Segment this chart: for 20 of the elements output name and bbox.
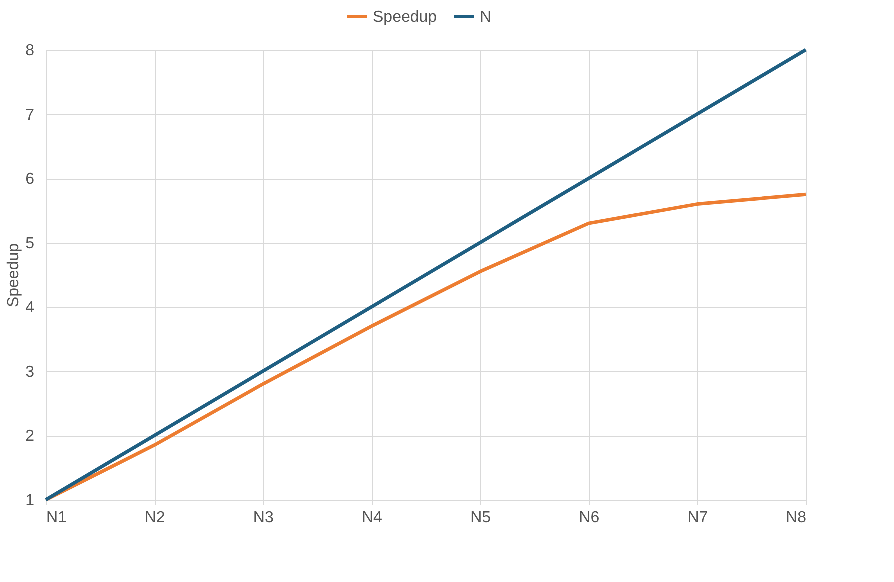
x-tick-label: N2 [144, 510, 166, 526]
y-tick-label: 3 [26, 364, 35, 381]
y-tick-label: 4 [26, 300, 35, 317]
x-tick-label: N5 [470, 510, 492, 526]
x-tick-label: N4 [362, 510, 383, 526]
x-tick-label: N8 [786, 510, 807, 526]
x-tick-label: N7 [688, 510, 708, 526]
y-tick-label: 2 [26, 428, 35, 446]
y-tick-label: 5 [26, 235, 35, 252]
legend-label: Speedup [373, 8, 438, 26]
y-tick-label: 6 [26, 171, 35, 188]
legend-label: N [480, 8, 492, 26]
x-tick-label: N6 [579, 510, 600, 526]
y-axis-title: Speedup [6, 243, 23, 308]
y-tick-label: 7 [26, 106, 35, 124]
line-series [44, 48, 808, 502]
x-tick-label: N3 [253, 510, 274, 526]
x-tick-label: N1 [46, 510, 68, 526]
y-tick-label: 1 [26, 492, 35, 510]
y-tick-label: 8 [26, 42, 35, 60]
